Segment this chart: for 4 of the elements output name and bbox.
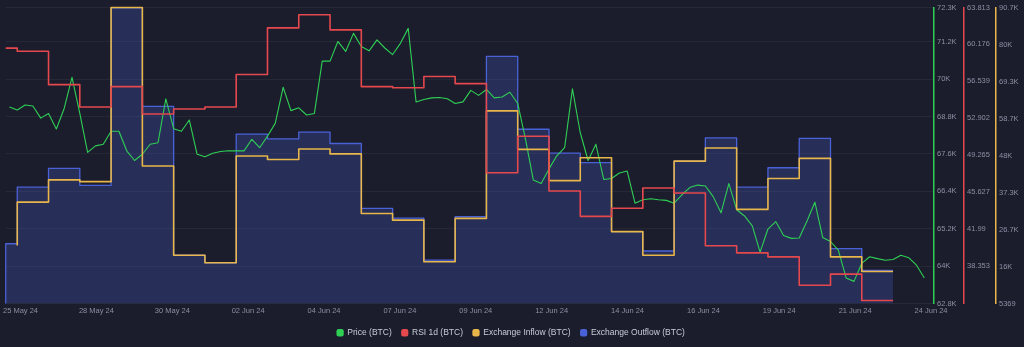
legend-label: RSI 1d (BTC)	[411, 327, 464, 338]
legend-label: Exchange Inflow (BTC)	[483, 327, 571, 338]
legend-label: Price (BTC)	[347, 327, 392, 338]
legend-label: Exchange Outflow (BTC)	[590, 327, 686, 338]
